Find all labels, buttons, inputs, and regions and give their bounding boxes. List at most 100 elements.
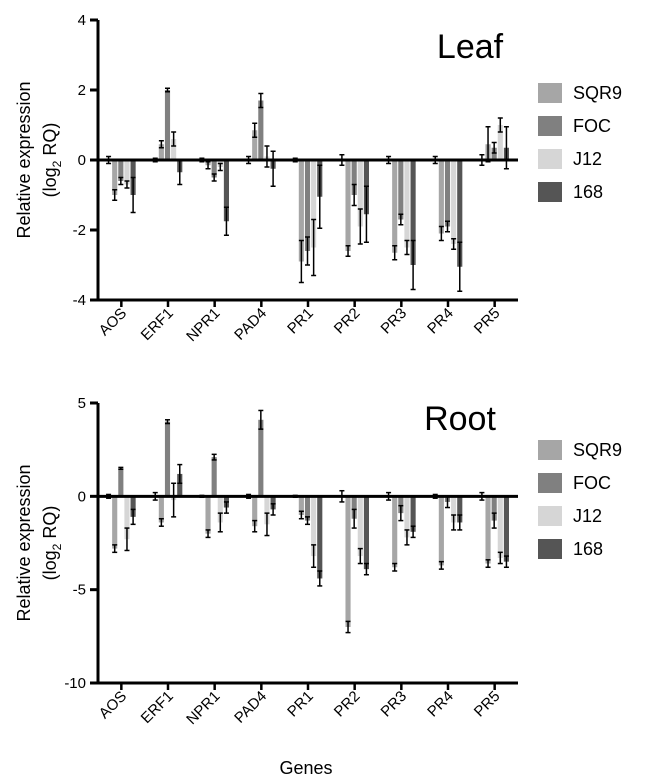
- bar-foc-npr1: [211, 160, 217, 178]
- x-category-label: PR5: [471, 688, 504, 721]
- bar-foc-erf1: [164, 421, 171, 497]
- bar-j12-pr1: [311, 160, 317, 248]
- bar-foc-aos: [118, 160, 124, 181]
- x-category-label: PR4: [424, 305, 457, 338]
- bar-foc-pr5: [491, 496, 497, 521]
- bar-sqr9-pad4: [252, 130, 258, 160]
- bar-foc-pr3: [398, 496, 404, 514]
- bar-168-pr3: [410, 160, 416, 265]
- leaf-panel: -4 -2 0 2 4 AOS ERF1 NPR1 PAD4 PR1 PR2 PR3 PR4 PR5 Lea…: [14, 12, 622, 345]
- y-axis-subtitle-prefix: (log: [40, 167, 60, 197]
- bar-sqr9-pr3: [392, 496, 398, 568]
- legend-label: 168: [573, 182, 603, 202]
- y-axis-title: Relative expression: [14, 81, 34, 238]
- bar-foc-aos: [118, 468, 124, 497]
- x-category-label: ERF1: [138, 688, 177, 727]
- legend-swatch-foc: [538, 473, 562, 493]
- panel-title: Leaf: [437, 28, 504, 66]
- legend-swatch-sqr9: [538, 440, 562, 460]
- legend-swatch-j12: [538, 149, 562, 169]
- x-axis-title: Genes: [279, 758, 332, 778]
- bar-168-pr3: [410, 496, 416, 532]
- x-category-label: NPR1: [183, 688, 223, 728]
- bar-foc-pr2: [351, 160, 357, 195]
- x-category-label: ERF1: [138, 305, 177, 344]
- x-category-label: PAD4: [231, 305, 270, 344]
- y-axis-subtitle: (log2 RQ): [40, 123, 64, 198]
- bar-sqr9-pr2: [345, 160, 351, 251]
- bar-j12-pr5: [497, 496, 503, 558]
- bar-168-pad4: [270, 496, 276, 510]
- bar-foc-pr2: [351, 496, 357, 519]
- bar-sqr9-npr1: [205, 496, 211, 534]
- bar-168-pr4: [457, 496, 463, 523]
- x-category-label: PR1: [284, 688, 317, 721]
- y-axis-title: Relative expression: [14, 464, 34, 621]
- y-tick-label: 4: [78, 12, 86, 29]
- legend-label: J12: [573, 149, 602, 169]
- bar-168-pr1: [317, 496, 323, 579]
- bar-168-pr4: [457, 160, 463, 267]
- x-category-label: PR5: [471, 305, 504, 338]
- bar-foc-pad4: [258, 100, 264, 160]
- y-tick-label: 5: [78, 395, 86, 412]
- bar-foc-npr1: [211, 457, 217, 497]
- y-tick-label: 0: [78, 488, 86, 505]
- bar-foc-pr5: [491, 147, 497, 160]
- bar-j12-pr2: [357, 496, 363, 557]
- bar-sqr9-pad4: [252, 496, 258, 527]
- bar-j12-pr2: [357, 160, 363, 227]
- x-category-label: PR1: [284, 305, 317, 338]
- bar-sqr9-aos: [112, 496, 118, 549]
- bar-foc-pr1: [304, 160, 311, 251]
- bar-sqr9-pr1: [298, 496, 304, 515]
- bar-j12-aos: [124, 160, 130, 185]
- bar-j12-pad4: [264, 496, 270, 525]
- bar-sqr9-pr4: [438, 496, 444, 566]
- bar-sqr9-pr2: [345, 496, 351, 627]
- legend-swatch-168: [538, 182, 562, 202]
- y-tick-label: -5: [73, 582, 86, 599]
- y-tick-label: -2: [73, 222, 86, 239]
- panel-title: Root: [424, 400, 496, 438]
- bar-sqr9-erf1: [158, 496, 164, 523]
- bar-j12-pr5: [497, 125, 503, 160]
- legend-label: SQR9: [573, 440, 622, 460]
- x-category-label: PAD4: [231, 688, 270, 727]
- legend-label: J12: [573, 506, 602, 526]
- bar-j12-pr1: [311, 496, 317, 557]
- y-tick-label: -4: [73, 292, 86, 309]
- legend-label: FOC: [573, 116, 611, 136]
- legend-swatch-sqr9: [538, 83, 562, 103]
- bar-foc-erf1: [164, 90, 171, 160]
- bar-foc-pad4: [258, 419, 264, 497]
- bar-168-pr2: [363, 496, 369, 570]
- bar-j12-npr1: [217, 496, 223, 523]
- y-axis-subtitle: (log2 RQ): [40, 506, 64, 581]
- y-axis-subtitle-prefix: (log: [40, 550, 60, 580]
- bar-sqr9-pr1: [298, 160, 304, 262]
- x-category-label: PR2: [331, 688, 364, 721]
- x-category-label: PR3: [378, 688, 411, 721]
- bar-168-npr1: [223, 160, 229, 222]
- bar-168-aos: [130, 496, 136, 517]
- y-tick-label: -10: [64, 675, 86, 692]
- bar-j12-pr3: [404, 160, 410, 248]
- bar-foc-pr3: [398, 160, 404, 220]
- legend-swatch-j12: [538, 506, 562, 526]
- x-category-label: PR2: [331, 305, 364, 338]
- legend-swatch-foc: [538, 116, 562, 136]
- bar-j12-pr4: [451, 160, 457, 244]
- bar-foc-pr4: [444, 160, 451, 227]
- bar-j12-pr3: [404, 496, 410, 538]
- bar-168-pr5: [503, 496, 509, 562]
- bar-sqr9-erf1: [158, 144, 164, 160]
- y-axis-subtitle-suffix: RQ): [40, 506, 60, 544]
- y-axis-subtitle-subscript: 2: [50, 543, 64, 550]
- bar-j12-pr4: [451, 496, 457, 523]
- bar-sqr9-aos: [112, 160, 118, 195]
- y-axis-subtitle-subscript: 2: [50, 160, 64, 167]
- x-category-label: AOS: [96, 305, 130, 339]
- x-category-label: AOS: [96, 688, 130, 722]
